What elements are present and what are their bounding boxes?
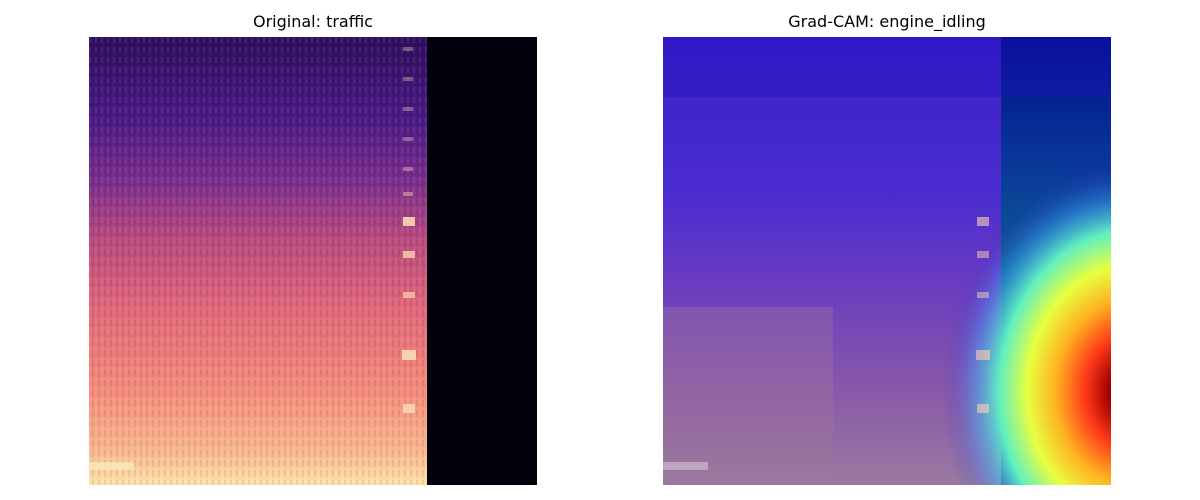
gradcam-overlay-image	[663, 37, 1111, 485]
gradcam-title: Grad-CAM: engine_idling	[788, 12, 986, 31]
original-spectrogram-image	[89, 37, 537, 485]
original-title: Original: traffic	[252, 12, 374, 31]
